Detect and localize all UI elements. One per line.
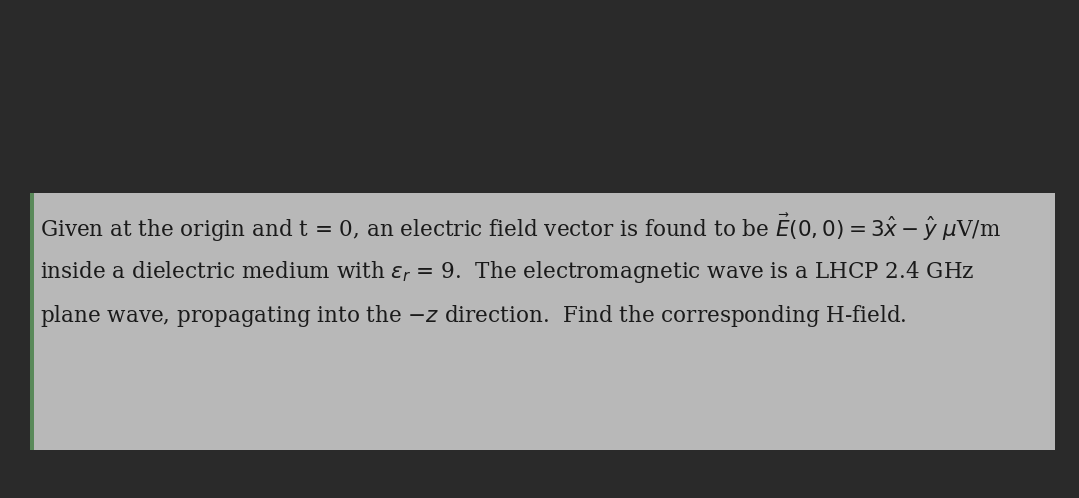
FancyBboxPatch shape (30, 193, 35, 450)
Text: plane wave, propagating into the $-z$ direction.  Find the corresponding H-field: plane wave, propagating into the $-z$ di… (40, 303, 906, 329)
Text: inside a dielectric medium with $\varepsilon_r$ = 9.  The electromagnetic wave i: inside a dielectric medium with $\vareps… (40, 259, 974, 285)
FancyBboxPatch shape (30, 193, 1055, 450)
Text: Given at the origin and t = 0, an electric field vector is found to be $\vec{E}(: Given at the origin and t = 0, an electr… (40, 212, 1001, 244)
